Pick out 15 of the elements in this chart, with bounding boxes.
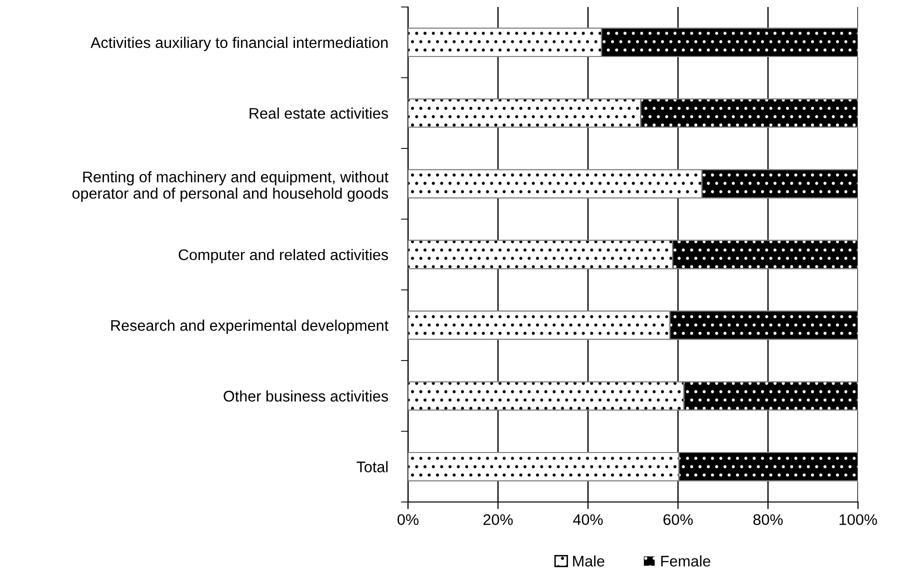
- y-tick-label: Other business activities: [224, 390, 388, 402]
- y-tick-label: Total: [356, 461, 388, 472]
- x-tick-label: 80%: [753, 514, 783, 526]
- legend-label: Male: [573, 555, 604, 567]
- legend-label: Female: [661, 555, 710, 567]
- y-tick-label: Research and experimental development: [111, 320, 388, 334]
- x-tick-label: 20%: [483, 514, 513, 526]
- x-tick-label: 60%: [663, 514, 693, 526]
- x-tick-label: 0%: [398, 514, 418, 526]
- x-tick-label: 100%: [840, 514, 877, 526]
- x-tick-label: 40%: [573, 514, 603, 526]
- y-tick-label: Activities auxiliary to financial intermediation: [90, 36, 388, 52]
- y-tick-label: Real estate activities: [250, 108, 388, 119]
- y-tick-label: Computer and related activities: [178, 248, 388, 264]
- y-tick-label: Renting of machinery and equipment, without operator and of personal and household goods: [72, 171, 388, 202]
